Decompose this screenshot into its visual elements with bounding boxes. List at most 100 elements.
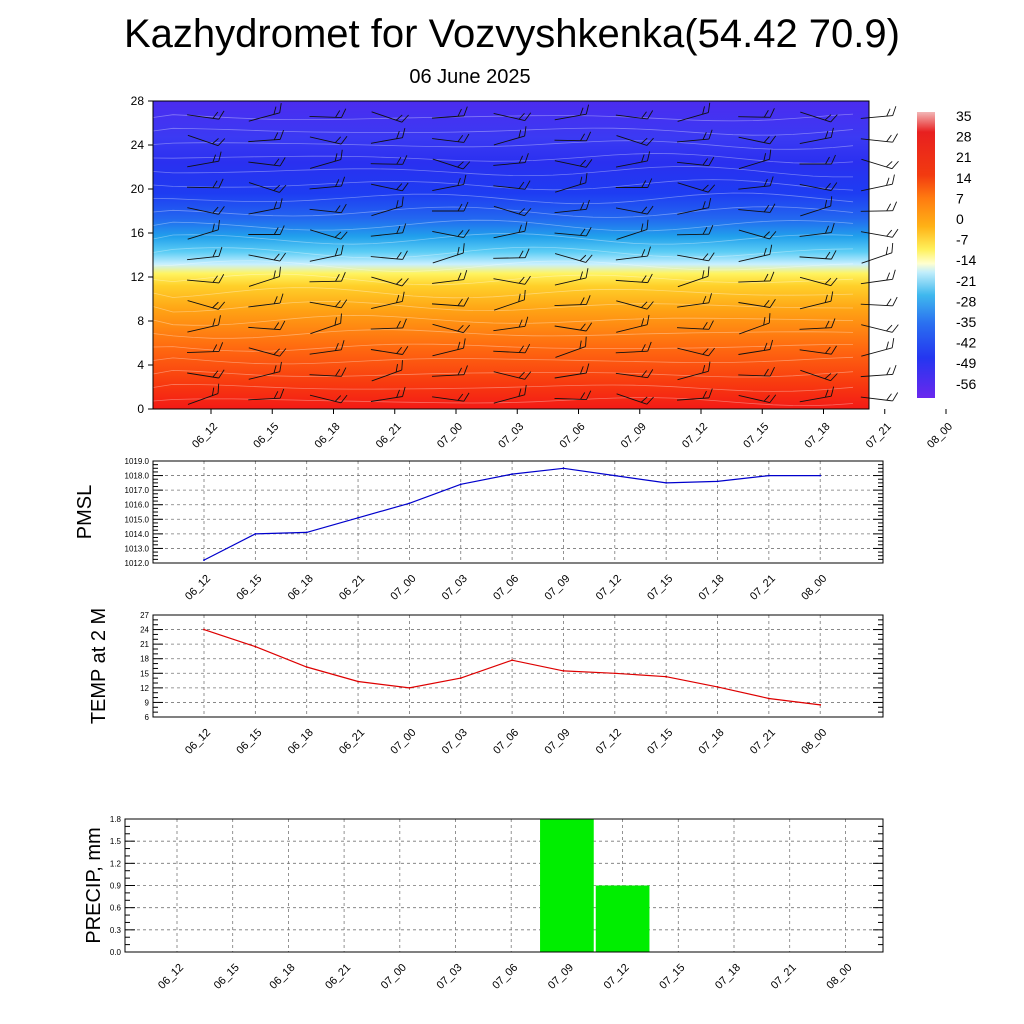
wind-barb	[309, 299, 348, 309]
temp2m-x-tick-label: 07_03	[440, 727, 470, 757]
wind-barb	[677, 266, 710, 288]
wind-barb	[493, 112, 532, 122]
contour-line	[152, 356, 854, 365]
contour-line	[152, 127, 854, 136]
precip-x-tick-label: 07_06	[490, 962, 520, 992]
wind-barb	[493, 153, 529, 166]
temp2m-y-tick-label: 21	[140, 640, 149, 649]
temp2m-frame	[152, 614, 884, 718]
heatmap-y-tick-label: 12	[131, 270, 145, 284]
temp2m-x-tick-label: 08_00	[799, 727, 829, 757]
pmsl-x-tick-label: 07_06	[491, 573, 521, 603]
temp2m-point	[613, 672, 616, 675]
wind-barb	[799, 182, 838, 191]
temp2m-point	[511, 659, 513, 662]
wind-barb	[738, 203, 776, 213]
precip-y-tick-label: 0.9	[110, 882, 122, 891]
wind-barb	[432, 243, 465, 264]
temp2m-point	[665, 675, 668, 678]
colorbar-label: -49	[956, 355, 976, 371]
temp2m-point	[562, 669, 565, 672]
precip-y-tick-label: 0.6	[110, 904, 122, 913]
colorbar-label: 28	[956, 129, 972, 145]
precip-y-tick-label: 1.8	[110, 815, 122, 824]
pmsl-y-tick-label: 1018.0	[125, 472, 150, 481]
wind-barb	[615, 369, 654, 379]
wind-barb	[738, 339, 774, 355]
wind-barb	[248, 129, 284, 143]
contour-line	[152, 192, 854, 205]
wind-barb	[861, 242, 894, 264]
pmsl-y-tick-label: 1012.0	[125, 559, 150, 568]
heatmap-y-tick-label: 28	[131, 94, 145, 108]
temp2m-plot-area	[153, 615, 883, 717]
temp2m-y-tick-label: 15	[140, 669, 149, 678]
contour-line	[152, 140, 854, 150]
wind-barb	[309, 108, 347, 119]
precip-y-tick-label: 0.3	[110, 926, 122, 935]
contour-line	[152, 369, 854, 378]
contour-line	[152, 343, 853, 352]
pmsl-x-tick-label: 07_15	[645, 573, 675, 603]
wind-barb	[432, 229, 470, 238]
wind-barb	[677, 347, 715, 357]
temp2m-point	[305, 666, 308, 668]
wind-barb	[860, 296, 898, 307]
wind-barb	[860, 106, 897, 119]
wind-barb	[309, 135, 348, 145]
colorbar-label: 7	[956, 190, 964, 206]
wind-barb	[738, 176, 774, 190]
wind-barb	[432, 133, 470, 143]
precip-x-tick-label: 07_15	[657, 962, 687, 992]
temp2m-y-tick-label: 12	[140, 684, 149, 693]
pmsl-x-tick-label: 07_00	[388, 573, 418, 603]
wind-barb	[248, 320, 286, 331]
heatmap-x-tick-label: 07_12	[680, 421, 710, 451]
heatmap-x-tick-label: 06_18	[313, 421, 343, 451]
heatmap-y-tick-label: 20	[131, 182, 145, 196]
pmsl-x-tick-label: 07_18	[697, 573, 727, 603]
wind-barb	[431, 365, 468, 377]
colorbar-label: 0	[956, 211, 964, 227]
wind-barb	[248, 266, 281, 287]
wind-barb	[432, 323, 470, 334]
wind-barb	[860, 269, 896, 285]
contour-lines	[152, 113, 854, 407]
heatmap-x-tick-label: 06_15	[251, 421, 281, 451]
heatmap-y-tick-label: 0	[137, 402, 144, 416]
pmsl-point	[665, 481, 668, 484]
wind-barb	[432, 269, 468, 284]
wind-barb	[309, 176, 346, 190]
wind-barb	[370, 128, 406, 144]
temp2m-point	[254, 645, 257, 648]
wind-barb	[432, 338, 466, 357]
precip-y-tick-label: 1.5	[110, 837, 122, 846]
contour-line	[152, 179, 854, 191]
temp2m-point	[819, 703, 822, 706]
temp2m-point	[459, 677, 462, 680]
wind-barb	[555, 172, 588, 193]
wind-barb	[432, 201, 469, 212]
precip-x-tick-label: 07_03	[435, 962, 465, 992]
pmsl-y-tick-label: 1017.0	[125, 486, 150, 495]
heatmap-field	[153, 101, 869, 409]
precip-bar	[595, 885, 650, 952]
wind-barb	[493, 289, 526, 311]
heatmap-x-tick-label: 06_12	[190, 421, 220, 451]
wind-barb	[370, 318, 407, 330]
temp2m-x-tick-label: 07_15	[645, 727, 675, 757]
temp2m-x-tick-label: 06_12	[183, 727, 213, 757]
wind-barb	[861, 158, 899, 170]
wind-barb	[370, 223, 407, 237]
wind-barb	[187, 110, 225, 120]
temp2m-point	[357, 680, 359, 683]
wind-barb	[738, 229, 777, 240]
temp2m-x-tick-label: 07_18	[697, 727, 727, 757]
wind-barb	[187, 274, 225, 284]
precip-x-tick-label: 07_12	[602, 962, 632, 992]
wind-barb	[615, 205, 654, 215]
wind-barb	[554, 253, 593, 263]
wind-barb	[616, 314, 650, 333]
precip-x-tick-label: 06_12	[156, 962, 186, 992]
precip-x-tick-label: 07_21	[769, 962, 799, 992]
